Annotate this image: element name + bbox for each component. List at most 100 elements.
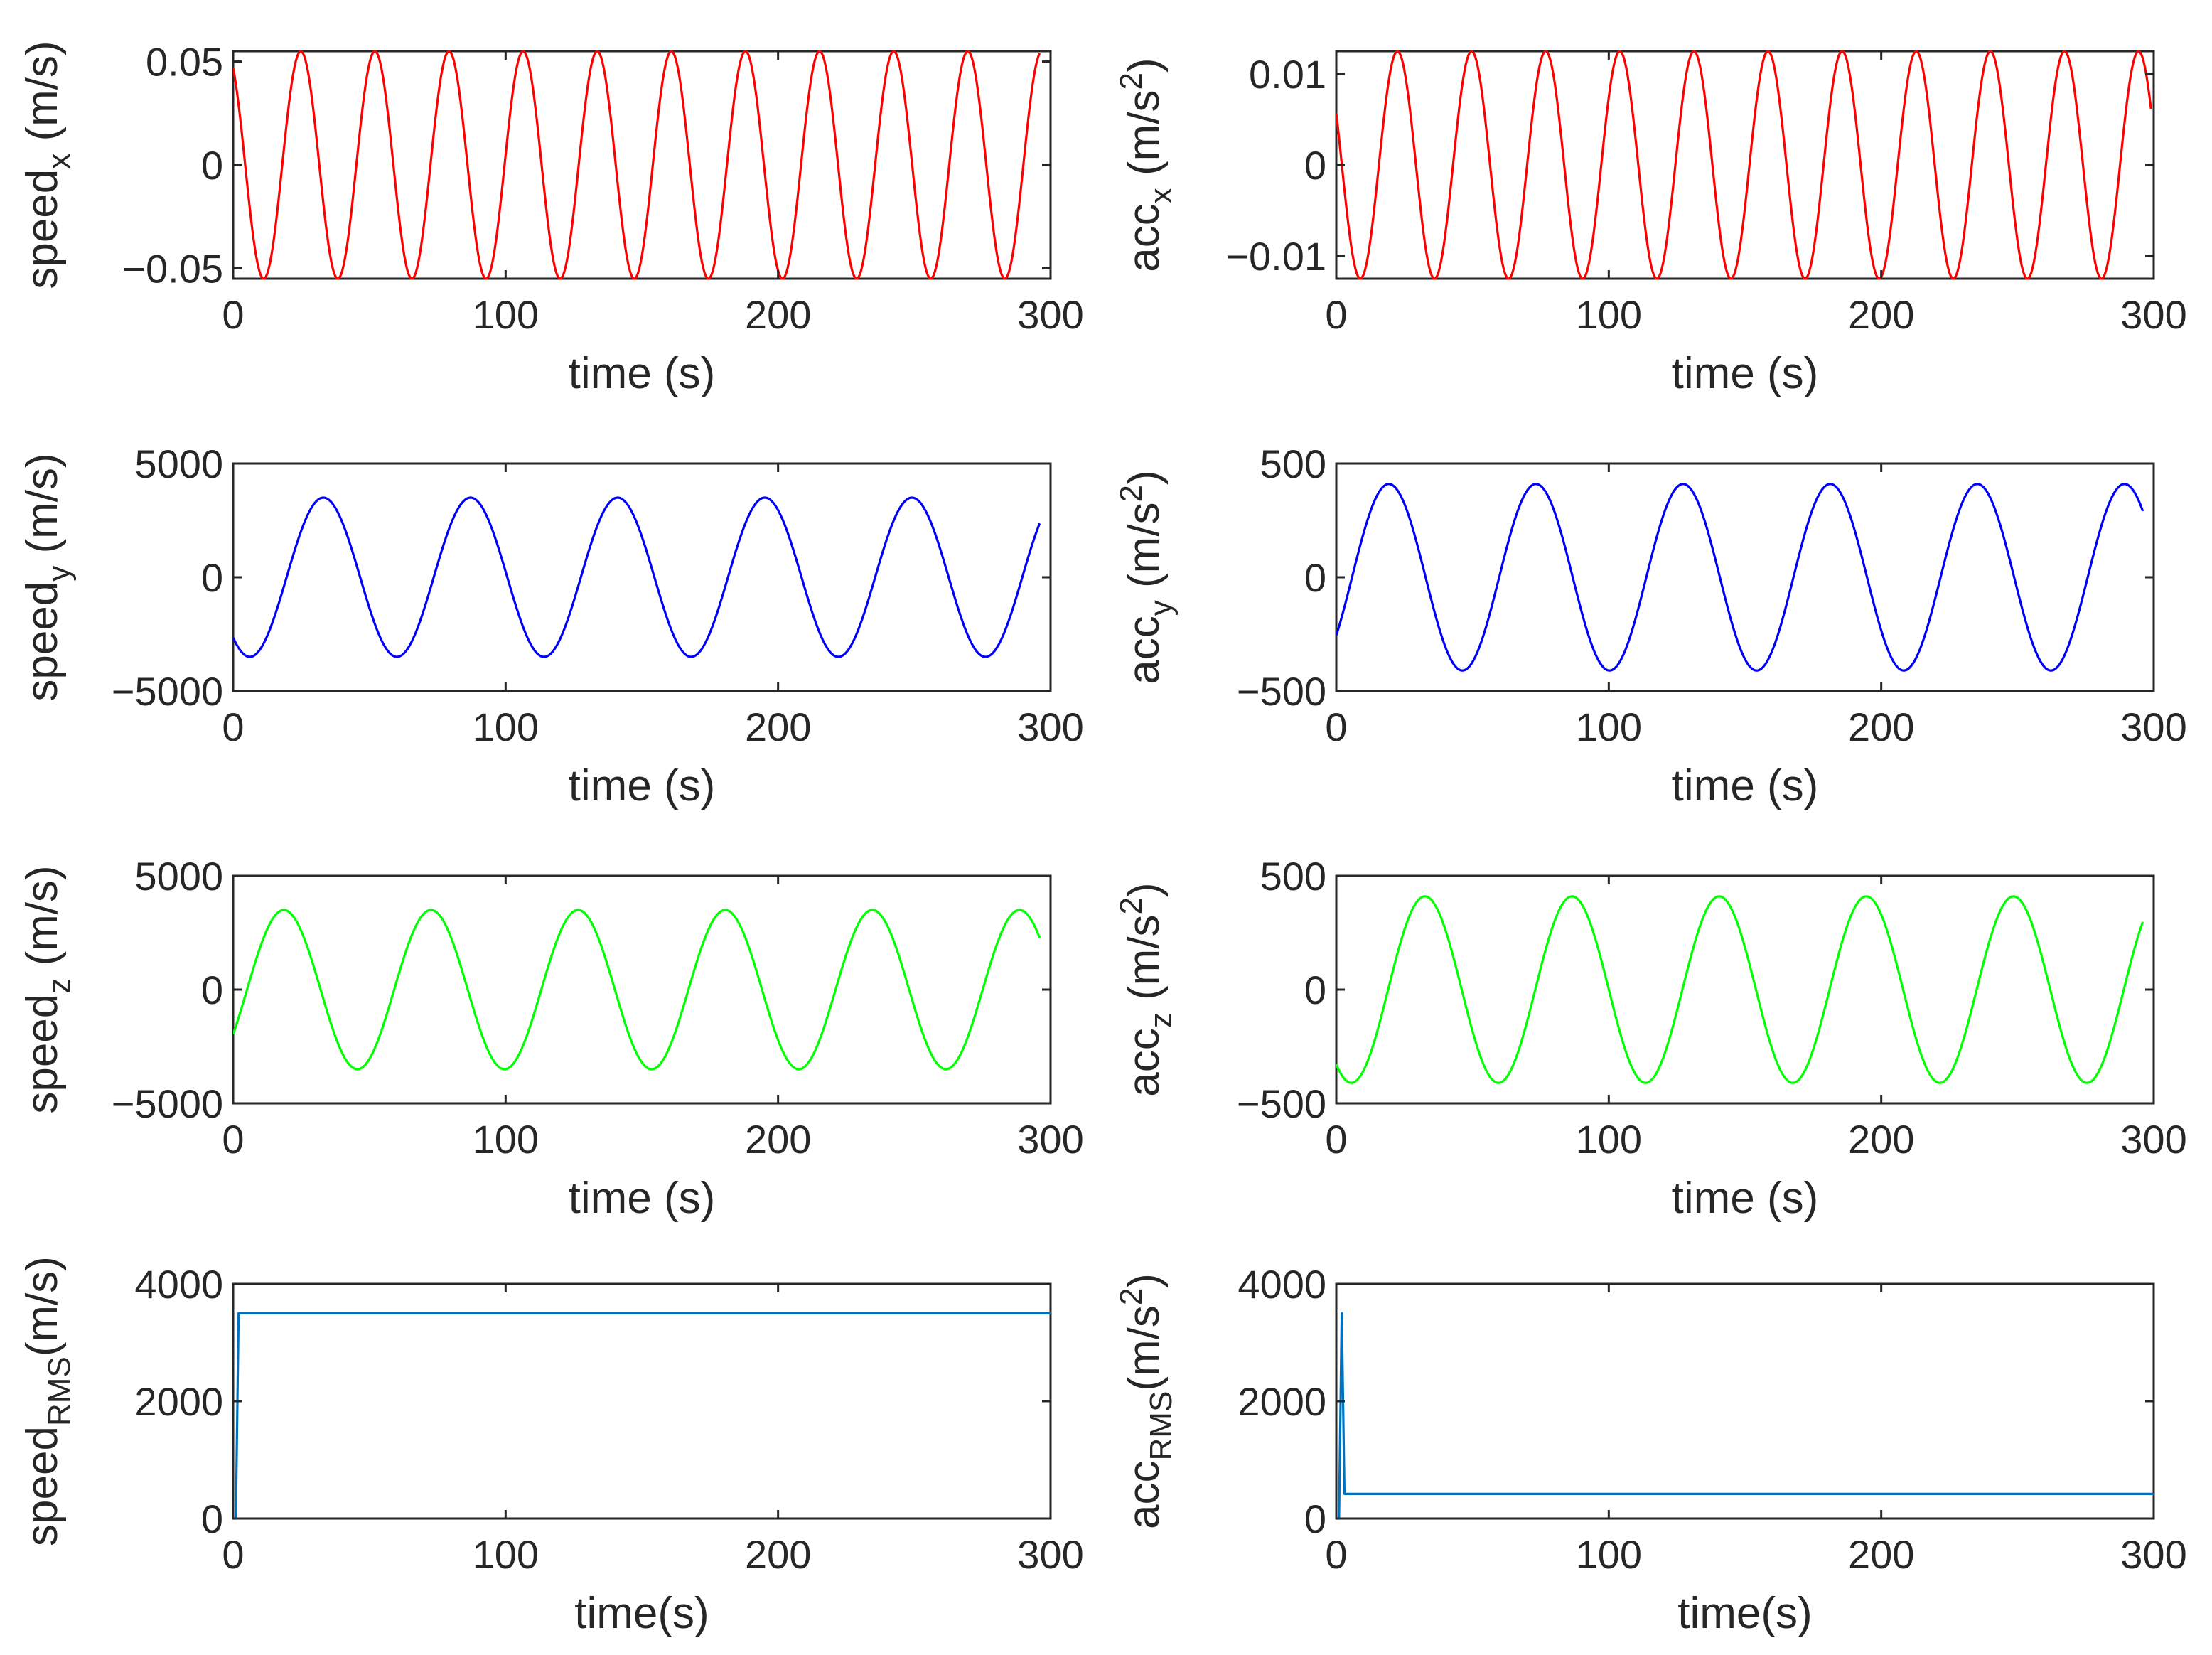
series-line-speed_z: [233, 909, 1041, 1071]
y-label-unit-close: ): [1120, 470, 1169, 485]
x-tick-label: 300: [2120, 292, 2186, 337]
y-label-unit-close: ): [1120, 1273, 1169, 1288]
y-label-base: speed: [18, 169, 67, 289]
y-label-unit: (m/s): [18, 453, 67, 565]
series-line-speed_x: [233, 50, 1041, 280]
y-label-subscript: y: [42, 566, 77, 582]
y-axis-label: accy (m/s2): [1114, 470, 1179, 684]
x-tick-label: 200: [1848, 705, 1914, 749]
y-axis-label: speedRMS(m/s): [18, 1256, 77, 1546]
y-tick-label: −5000: [112, 1081, 223, 1126]
x-tick-label: 200: [745, 1532, 811, 1577]
y-tick-label: 2000: [134, 1379, 223, 1424]
x-axis-label: time(s): [574, 1589, 709, 1638]
y-tick-label: 0: [201, 968, 223, 1012]
y-tick-label: 0: [1304, 968, 1326, 1012]
x-axis-label: time (s): [569, 349, 716, 398]
x-tick-label: 300: [2120, 1532, 2186, 1577]
x-tick-label: 0: [222, 1117, 244, 1162]
x-tick-label: 200: [745, 1117, 811, 1162]
x-tick-label: 100: [473, 1117, 539, 1162]
y-label-unit: (m/s): [18, 1256, 67, 1356]
y-label-unit: (m/s): [18, 41, 67, 153]
subplot-speed-rms: 0 100 200 300 0 2000 4000 time(s) speedRMS(m/s): [18, 1256, 1084, 1638]
axes-frame: [1335, 1282, 2155, 1520]
y-label-unit: (m/s: [1120, 914, 1169, 1012]
y-tick-label: 500: [1260, 441, 1326, 486]
y-label-base: speed: [18, 582, 67, 702]
y-label-subscript: z: [42, 978, 77, 994]
x-tick-label: 100: [473, 292, 539, 337]
x-tick-label: 100: [1576, 1532, 1642, 1577]
x-tick-label: 0: [1325, 1532, 1347, 1577]
x-tick-label: 100: [1576, 292, 1642, 337]
y-tick-label: 0: [201, 143, 223, 188]
y-tick-label: 0: [1304, 1496, 1326, 1541]
y-label-unit: (m/s): [18, 865, 67, 978]
y-label-unit-close: ): [1120, 58, 1169, 73]
x-axis-label: time (s): [569, 1174, 716, 1223]
series-line-speed_y: [233, 496, 1041, 658]
y-label-subscript: RMS: [1144, 1391, 1179, 1461]
y-tick-label: 500: [1260, 854, 1326, 899]
y-tick-label: 4000: [1237, 1262, 1326, 1307]
y-tick-label: 0: [201, 1496, 223, 1541]
y-label-base: acc: [1120, 1460, 1169, 1528]
axes-frame: [232, 462, 1052, 692]
y-axis-label: speedz (m/s): [18, 865, 77, 1113]
y-tick-label: 0.05: [146, 40, 223, 85]
y-label-superscript: 2: [1114, 897, 1149, 914]
y-tick-label: 0: [1304, 555, 1326, 600]
x-tick-label: 200: [1848, 292, 1914, 337]
y-label-subscript: RMS: [42, 1356, 77, 1426]
y-label-superscript: 2: [1114, 485, 1149, 502]
x-tick-label: 100: [1576, 1117, 1642, 1162]
x-tick-label: 300: [1017, 1532, 1083, 1577]
x-tick-label: 200: [1848, 1532, 1914, 1577]
y-tick-label: 0: [1304, 143, 1326, 188]
axes-frame: [1335, 874, 2155, 1105]
x-tick-label: 100: [1576, 705, 1642, 749]
x-tick-label: 0: [222, 292, 244, 337]
x-tick-label: 0: [222, 705, 244, 749]
subplot-acc-x: 0 100 200 300 −0.01 0 0.01 time (s) accx (m/s2): [1114, 50, 2187, 398]
y-tick-label: 5000: [134, 441, 223, 486]
x-tick-label: 100: [473, 705, 539, 749]
y-label-subscript: x: [1144, 188, 1179, 203]
x-axis-label: time (s): [1672, 1174, 1819, 1223]
subplot-acc-rms: 0 100 200 300 0 2000 4000 time(s) accRMS(m/s2): [1114, 1262, 2187, 1638]
y-tick-label: −0.05: [122, 246, 223, 291]
y-label-unit: (m/s: [1120, 1305, 1169, 1391]
y-label-base: acc: [1120, 1028, 1169, 1096]
y-label-subscript: y: [1144, 600, 1179, 616]
axes-frame: [1335, 462, 2155, 692]
series-line-acc_z: [1336, 895, 2144, 1084]
x-tick-label: 200: [745, 292, 811, 337]
x-tick-label: 0: [222, 1532, 244, 1577]
y-label-superscript: 2: [1114, 1288, 1149, 1305]
axes-frame: [232, 1282, 1052, 1520]
y-axis-label: accRMS(m/s2): [1114, 1273, 1179, 1529]
y-axis-label: accz (m/s2): [1114, 882, 1179, 1096]
x-tick-label: 0: [1325, 292, 1347, 337]
series-line-acc_y: [1336, 483, 2144, 672]
y-tick-label: 0.01: [1249, 52, 1326, 97]
y-label-base: acc: [1120, 616, 1169, 684]
x-tick-label: 300: [1017, 1117, 1083, 1162]
x-tick-label: 200: [1848, 1117, 1914, 1162]
axes-frame: [232, 50, 1052, 280]
y-label-unit-close: ): [1120, 882, 1169, 897]
x-axis-label: time (s): [1672, 349, 1819, 398]
y-label-base: acc: [1120, 203, 1169, 272]
x-axis-label: time (s): [1672, 761, 1819, 810]
x-tick-label: 300: [2120, 705, 2186, 749]
y-label-subscript: z: [1144, 1012, 1179, 1028]
y-label-unit: (m/s: [1120, 90, 1169, 188]
x-tick-label: 300: [2120, 1117, 2186, 1162]
x-tick-label: 300: [1017, 705, 1083, 749]
